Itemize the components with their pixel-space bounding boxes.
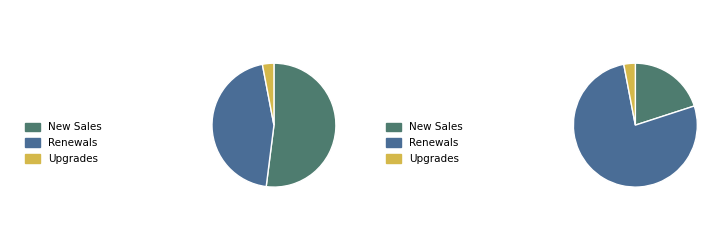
Wedge shape <box>624 63 635 125</box>
Wedge shape <box>266 63 336 187</box>
Wedge shape <box>262 63 274 125</box>
Wedge shape <box>573 64 697 187</box>
Wedge shape <box>212 64 274 187</box>
Legend: New Sales, Renewals, Upgrades: New Sales, Renewals, Upgrades <box>22 119 105 167</box>
Wedge shape <box>635 63 694 125</box>
Legend: New Sales, Renewals, Upgrades: New Sales, Renewals, Upgrades <box>383 119 466 167</box>
